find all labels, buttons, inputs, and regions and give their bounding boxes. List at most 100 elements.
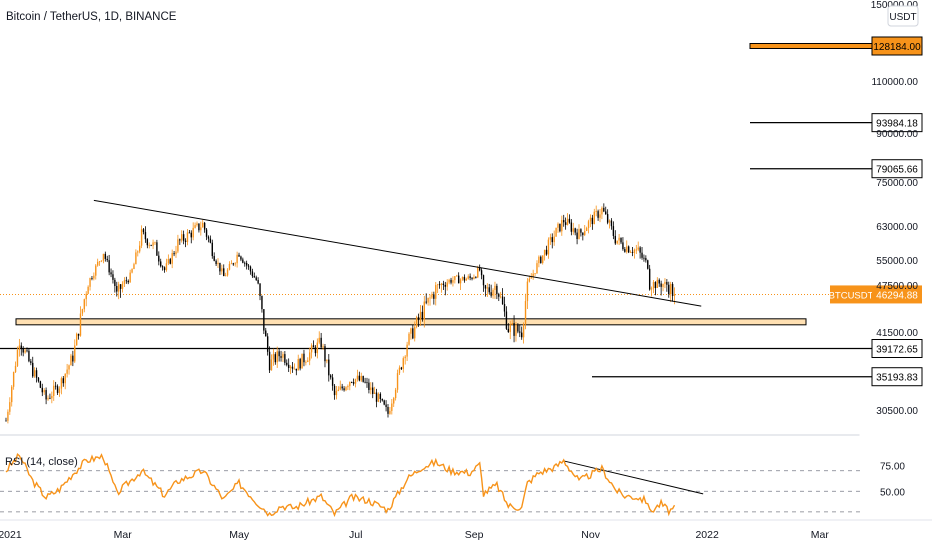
candle-body [324,346,326,362]
candle-body [158,255,160,262]
candle-body [247,265,250,267]
candle-body [521,332,523,338]
candle-body [347,386,349,388]
candle-body [43,390,45,393]
last-price-label: 46294.88 [876,290,918,301]
candle-body [177,239,179,252]
time-tick-label: Jul [349,529,362,541]
candle-body [125,280,128,282]
rsi-label: RSI (14, close) [5,456,78,468]
candle-body [226,269,229,276]
candle-body [528,278,531,282]
trendlines [93,199,704,495]
candle-body [312,345,315,348]
currency-badge[interactable] [887,5,919,27]
candle-body [320,337,322,348]
candle-body [349,382,351,387]
candle-body [66,369,68,374]
candle-body [280,356,282,358]
price-trendline [93,199,702,307]
candle-body [614,235,616,244]
candle-body [213,256,215,261]
candle-body [383,400,385,405]
candle-body [648,268,651,290]
candle-body [293,368,296,370]
candle-body [202,222,204,228]
candle-body [207,236,210,239]
candle-body [328,359,330,376]
candle-body [123,280,126,284]
time-tick-label: May [229,529,250,541]
candle-body [184,240,187,242]
candle-body [175,251,177,255]
candle-body [647,260,649,269]
candle-body [658,279,660,284]
candle-body [251,271,254,277]
candle-body [62,378,64,384]
candle-body [622,242,624,250]
candle-body [635,249,637,251]
candle-body [163,267,166,271]
level-price-tag [871,36,923,56]
candle-body [608,220,611,223]
candle-body [559,223,561,232]
time-axis[interactable]: 2021 Mar May Jul Sep Nov 2022 Mar [0,529,829,541]
candle-body [236,254,238,264]
last-price-tag [872,285,922,304]
candle-body [7,411,9,421]
candle-body [362,376,364,382]
candle-body [249,266,252,272]
candle-body [161,266,164,268]
candle-body [669,283,672,295]
candle-body [234,263,236,265]
time-tick-label: Nov [581,529,600,541]
candle-body [457,275,460,284]
candle-body [532,273,534,278]
candle-body [530,277,532,279]
candle-body [599,214,601,218]
candle-body [244,262,246,264]
candle-body [221,268,223,272]
candle-body [26,350,28,352]
candle-body [494,285,496,291]
candle-body [238,254,240,257]
candle-body [515,325,517,336]
candle-body [645,258,647,261]
candle-body [616,240,618,244]
price-tick-label: 90000.00 [876,129,918,140]
candle-body [519,331,521,333]
candle-body [561,220,563,232]
candle-body [492,290,494,296]
candle-body [295,368,298,371]
candle-body [385,404,387,407]
candle-body [179,239,181,241]
candle-body [372,387,374,394]
candle-body [570,222,573,232]
candle-body [601,207,603,215]
support-zone [15,318,807,326]
candle-body [291,366,294,369]
candle-body [129,272,131,283]
candle-body [330,375,332,378]
candle-body [219,262,221,272]
candle-body [475,277,477,278]
candle-body [326,359,328,362]
candle-body [587,221,590,229]
candle-body [517,325,519,332]
candle-body [505,311,508,329]
candle-body [671,283,674,296]
candle-body [322,346,324,348]
candle-body [398,367,401,374]
candle-body [543,249,546,256]
candle-body [274,354,277,363]
candle-body [20,345,22,350]
candle-body [16,349,19,366]
rsi-pane [5,452,676,518]
candle-body [257,280,259,284]
candle-body [526,281,529,302]
candle-body [266,336,269,352]
symbol-tag-label: BTCUSDT [829,290,874,301]
candle-body [318,337,320,343]
candle-body [171,253,173,264]
